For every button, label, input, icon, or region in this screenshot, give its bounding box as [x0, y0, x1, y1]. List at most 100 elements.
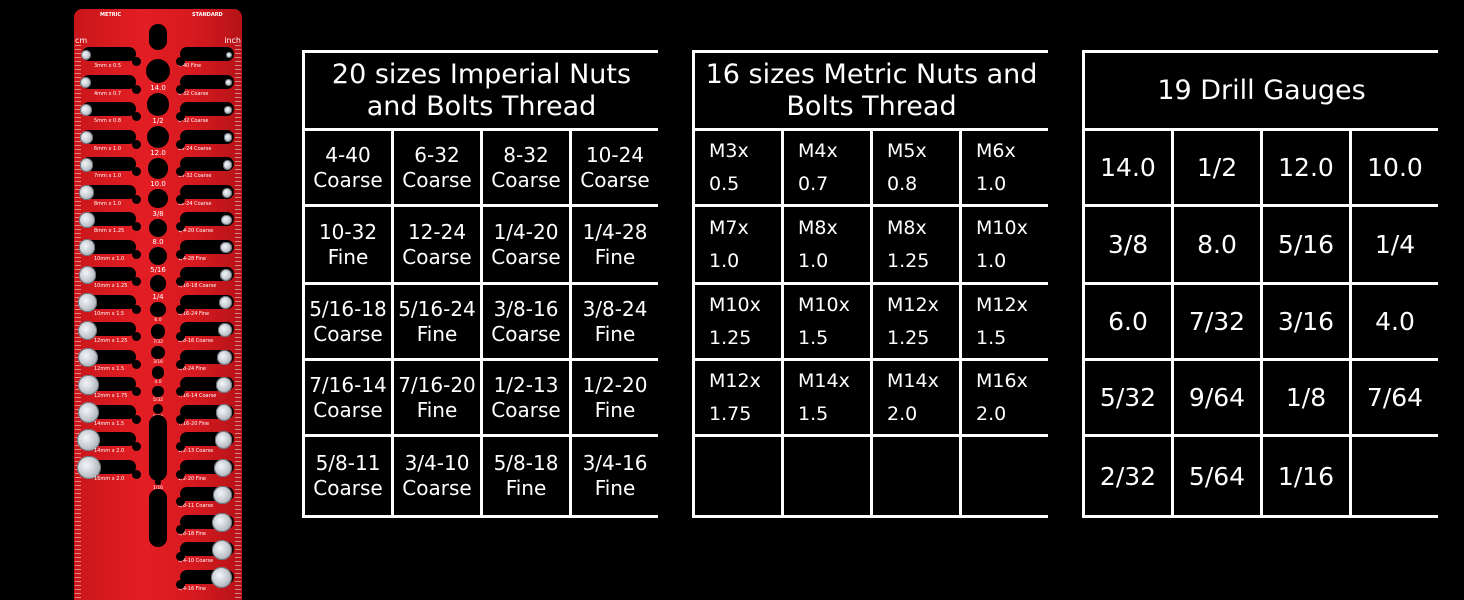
- drill-gauge-table: 19 Drill Gauges 14.0 1/2 12.0 10.0 3/8 8.0 5/1…: [1082, 50, 1438, 518]
- slot-hole: [132, 84, 141, 94]
- drill-hole: [155, 480, 161, 486]
- thread-pitch: 0.5: [709, 172, 740, 195]
- slot-hole: [132, 222, 141, 231]
- standard-bolt: [217, 350, 232, 365]
- thread-type: Fine: [594, 321, 636, 346]
- standard-slot-label: 5/16-24 Fine: [178, 310, 210, 317]
- metric-cell: M8x 1.25: [873, 207, 959, 282]
- metric-bolt: [77, 374, 99, 396]
- metric-slot: [82, 74, 136, 89]
- standard-slot-label: 3/8-24 Fine: [178, 365, 206, 372]
- drill-hole: [150, 301, 166, 318]
- drill-cell: 7/32: [1174, 285, 1260, 358]
- metric-cell: M5x 0.8: [873, 131, 959, 204]
- metric-title: 16 sizes Metric Nuts and Bolts Thread: [695, 53, 1048, 128]
- drill-hole-label: 3/16: [152, 360, 164, 366]
- thread-size: 5/8-18: [493, 451, 559, 475]
- slot-hole: [176, 57, 185, 66]
- metric-bolt: [80, 104, 92, 116]
- metric-slot: [82, 47, 136, 61]
- standard-slot-label: 12-24 Coarse: [178, 200, 212, 207]
- slot-hole: [176, 304, 185, 314]
- thread-type: Fine: [594, 244, 636, 269]
- thread-type: Coarse: [313, 397, 383, 422]
- slot-hole: [176, 222, 185, 231]
- metric-bolt: [78, 293, 97, 312]
- metric-slot-label: 3mm x 0.5: [94, 63, 122, 69]
- inch-label: inch: [224, 36, 241, 45]
- thread-size: 7/16-20: [398, 372, 476, 397]
- drill-cell: 5/64: [1174, 437, 1260, 515]
- metric-cell: M10x 1.0: [962, 207, 1048, 282]
- thread-size: 3/8-24: [582, 296, 648, 321]
- metric-slot: [82, 212, 136, 226]
- thread-pitch: 1.25: [887, 326, 930, 349]
- standard-slot: [180, 184, 234, 199]
- standard-slot-label: 8-32 Coarse: [178, 118, 209, 124]
- drill-hole-label: 14.0: [150, 84, 166, 92]
- metric-slot-label: 8mm x 1.0: [94, 200, 122, 207]
- standard-bolt: [222, 187, 232, 198]
- drill-hole-label: 5/32: [152, 398, 164, 404]
- standard-bolt: [216, 377, 232, 393]
- metric-slot-label: 6mm x 1.0: [94, 145, 122, 152]
- imperial-thread-table: 20 sizes Imperial Nuts and Bolts Thread …: [302, 50, 658, 518]
- thread-size: 4-40: [325, 142, 371, 167]
- drill-cell: 5/32: [1085, 361, 1171, 434]
- metric-cell: M4x 0.7: [784, 131, 870, 204]
- drill-cell: 5/16: [1263, 207, 1349, 282]
- thread-type: Fine: [594, 476, 636, 500]
- thread-size: 3/4-16: [582, 451, 648, 475]
- imperial-cell: 7/16-20 Fine: [394, 361, 480, 434]
- metric-cell: M3x 0.5: [695, 131, 781, 204]
- drill-cell: 8.0: [1174, 207, 1260, 282]
- slot-hole: [132, 442, 141, 451]
- slot-hole: [132, 359, 141, 369]
- thread-type: Coarse: [580, 167, 650, 192]
- drill-cell: 14.0: [1085, 131, 1171, 204]
- cm-ruler: [75, 45, 81, 600]
- inch-ruler: [235, 45, 241, 600]
- drill-hole: [149, 274, 167, 292]
- slot-hole: [176, 579, 185, 589]
- thread-pitch: 1.25: [887, 249, 930, 272]
- metric-slot-label: 10mm x 1.5: [94, 310, 125, 317]
- standard-slot-label: 3/4-16 Fine: [178, 585, 206, 592]
- thread-pitch: 2.0: [887, 402, 918, 425]
- drill-hole-label: 1/4: [152, 292, 164, 301]
- drill-cell: 1/8: [1263, 361, 1349, 434]
- drill-cell: 3/8: [1085, 207, 1171, 282]
- standard-slot-label: 10-24 Coarse: [178, 145, 212, 152]
- thread-size: 8-32: [503, 142, 549, 167]
- thread-pitch: 0.8: [887, 172, 918, 195]
- metric-slot: [82, 129, 136, 144]
- imperial-cell: 10-24 Coarse: [572, 131, 658, 204]
- thread-type: Fine: [594, 397, 636, 422]
- thread-size: M6x: [976, 139, 1016, 162]
- slot-hole: [176, 524, 185, 534]
- drill-hole: [146, 93, 170, 116]
- thread-pitch: 1.75: [709, 402, 752, 425]
- slot-hole: [176, 249, 185, 259]
- drill-hole: [147, 125, 169, 148]
- center-slot: [149, 24, 167, 50]
- slot-hole: [176, 84, 185, 94]
- drill-title: 19 Drill Gauges: [1085, 53, 1438, 128]
- thread-size: 3/8-16: [493, 296, 559, 321]
- slot-hole: [132, 57, 141, 66]
- standard-bolt: [215, 404, 232, 421]
- standard-bolt: [224, 106, 232, 114]
- standard-bolt: [218, 323, 232, 337]
- standard-bolt: [213, 485, 232, 505]
- drill-hole-label: 7/32: [152, 339, 164, 345]
- drill-hole: [148, 188, 168, 209]
- thread-pitch: 1.0: [798, 249, 829, 272]
- metric-bolt: [79, 185, 94, 200]
- standard-bolt: [214, 431, 232, 449]
- drill-hole-label: 8.0: [152, 238, 164, 247]
- drill-cell: 2/32: [1085, 437, 1171, 515]
- drill-cell: 3/16: [1263, 285, 1349, 358]
- standard-slot-label: 3/4-10 Coarse: [178, 558, 214, 564]
- standard-slot: [180, 74, 234, 89]
- metric-bolt: [78, 347, 98, 368]
